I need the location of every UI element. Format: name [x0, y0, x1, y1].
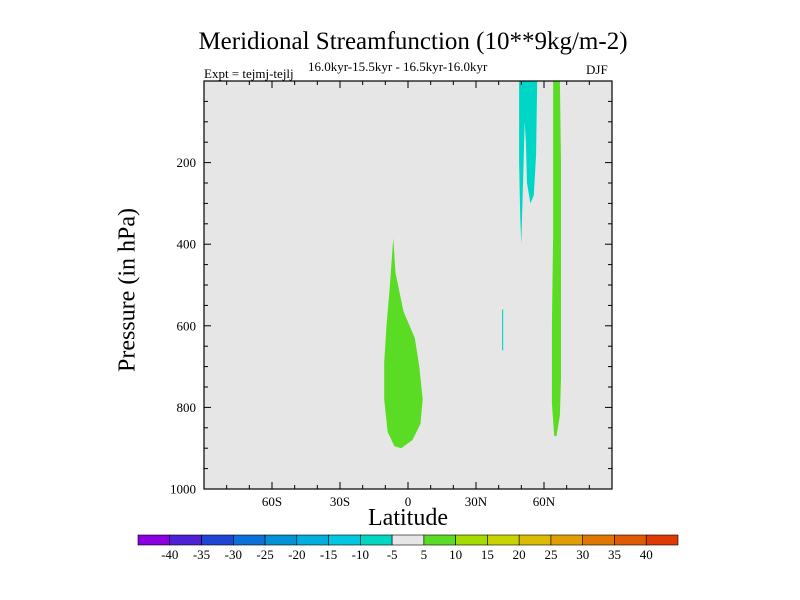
colorbar-label: -15	[320, 547, 337, 562]
x-tick-label: 60N	[533, 494, 556, 509]
colorbar-label: 5	[421, 547, 428, 562]
colorbar-label: 30	[576, 547, 589, 562]
colorbar-swatch	[645, 534, 679, 546]
contour-regions	[384, 81, 561, 449]
season-label: DJF	[586, 62, 608, 77]
region-northern-negative-wide	[519, 81, 538, 245]
colorbar-label: -35	[193, 547, 210, 562]
colorbar-swatch	[391, 534, 425, 546]
y-tick-label: 800	[177, 400, 197, 415]
colorbar-swatch	[296, 534, 329, 546]
colorbar-swatch	[169, 534, 202, 546]
region-northern-negative-sliver	[502, 309, 504, 351]
experiment-label: Expt = tejmj-tejlj	[204, 66, 294, 81]
colorbar-swatch	[614, 534, 647, 546]
region-northern-positive-band	[551, 81, 561, 436]
colorbar-swatch	[518, 534, 552, 546]
y-tick-label: 1000	[170, 482, 196, 497]
colorbar-label: 20	[513, 547, 526, 562]
colorbar-label: -5	[387, 547, 398, 562]
colorbar-label: -40	[161, 547, 178, 562]
colorbar-label: 35	[608, 547, 621, 562]
colorbar-label: -10	[352, 547, 369, 562]
colorbar-swatch	[137, 534, 171, 546]
x-tick-label: 30N	[465, 494, 488, 509]
colorbar-swatch	[487, 534, 520, 546]
colorbar-swatch	[550, 534, 584, 546]
colorbar-swatch	[232, 534, 266, 546]
colorbar-label: 25	[544, 547, 557, 562]
colorbar-swatch	[264, 534, 298, 546]
colorbar-label: -30	[225, 547, 242, 562]
colorbar-swatch	[423, 534, 456, 546]
colorbar-label: -25	[256, 547, 273, 562]
colorbar-swatch	[360, 534, 393, 546]
colorbar-label: 15	[481, 547, 494, 562]
colorbar-label: -20	[288, 547, 305, 562]
y-axis-title: Pressure (in hPa)	[114, 208, 141, 372]
colorbar-swatch	[328, 534, 361, 546]
y-tick-label: 400	[177, 237, 197, 252]
x-tick-label: 60S	[262, 494, 282, 509]
x-axis-title: Latitude	[368, 505, 448, 531]
colorbar-swatch	[582, 534, 615, 546]
chart-title: Meridional Streamfunction (10**9kg/m-2)	[198, 28, 628, 55]
colorbar: -40 -35 -30 -25 -20 -15 -10 -5 5 10 15 20 25 30 35 40	[137, 534, 679, 562]
axes: 60S 30S 0 30N 60N 200 400 600 800 1000	[170, 81, 612, 509]
y-tick-label: 200	[177, 155, 197, 170]
x-tick-label: 0	[405, 494, 412, 509]
colorbar-label: 40	[640, 547, 653, 562]
region-tropical-positive-cell	[384, 238, 423, 449]
colorbar-label: 10	[449, 547, 462, 562]
colorbar-swatch	[455, 534, 488, 546]
period-label: 16.0kyr-15.5kyr - 16.5kyr-16.0kyr	[308, 59, 488, 74]
y-tick-label: 600	[177, 318, 197, 333]
colorbar-swatch	[201, 534, 234, 546]
x-tick-label: 30S	[330, 494, 350, 509]
